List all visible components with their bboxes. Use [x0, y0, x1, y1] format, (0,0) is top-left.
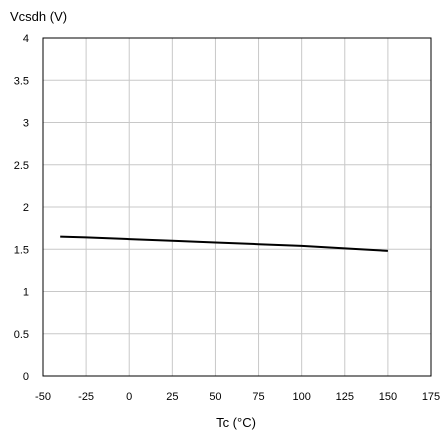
- series-group: [60, 235, 388, 252]
- y-tick-labels: 0 0.5 1 1.5 2 2.5 3 3.5 4: [14, 33, 29, 383]
- x-tick-label: -25: [78, 391, 94, 403]
- x-tick-label: 75: [252, 391, 264, 403]
- y-axis-title: Vcsdh (V): [10, 9, 67, 24]
- y-tick-label: 1.5: [14, 244, 29, 256]
- y-tick-label: 1: [23, 287, 29, 299]
- x-axis-title: Tc (°C): [216, 415, 256, 430]
- y-tick-label: 2.5: [14, 160, 29, 172]
- x-tick-label: 100: [292, 391, 310, 403]
- y-tick-label: 3.5: [14, 75, 29, 87]
- x-tick-labels: -50 -25 0 25 50 75 100 125 150 175: [35, 391, 440, 403]
- x-tick-label: 125: [336, 391, 354, 403]
- x-tick-label: 50: [209, 391, 221, 403]
- y-tick-label: 2: [23, 202, 29, 214]
- y-tick-label: 0.5: [14, 329, 29, 341]
- y-tick-label: 4: [23, 33, 29, 45]
- y-tick-label: 3: [23, 118, 29, 130]
- plot-frame: [42, 37, 432, 377]
- x-tick-label: 150: [379, 391, 397, 403]
- series-line: [60, 235, 388, 252]
- grid: [42, 37, 432, 377]
- x-tick-label: 175: [422, 391, 440, 403]
- x-tick-label: -50: [35, 391, 51, 403]
- x-tick-label: 25: [166, 391, 178, 403]
- x-tick-label: 0: [126, 391, 132, 403]
- y-tick-label: 0: [23, 371, 29, 383]
